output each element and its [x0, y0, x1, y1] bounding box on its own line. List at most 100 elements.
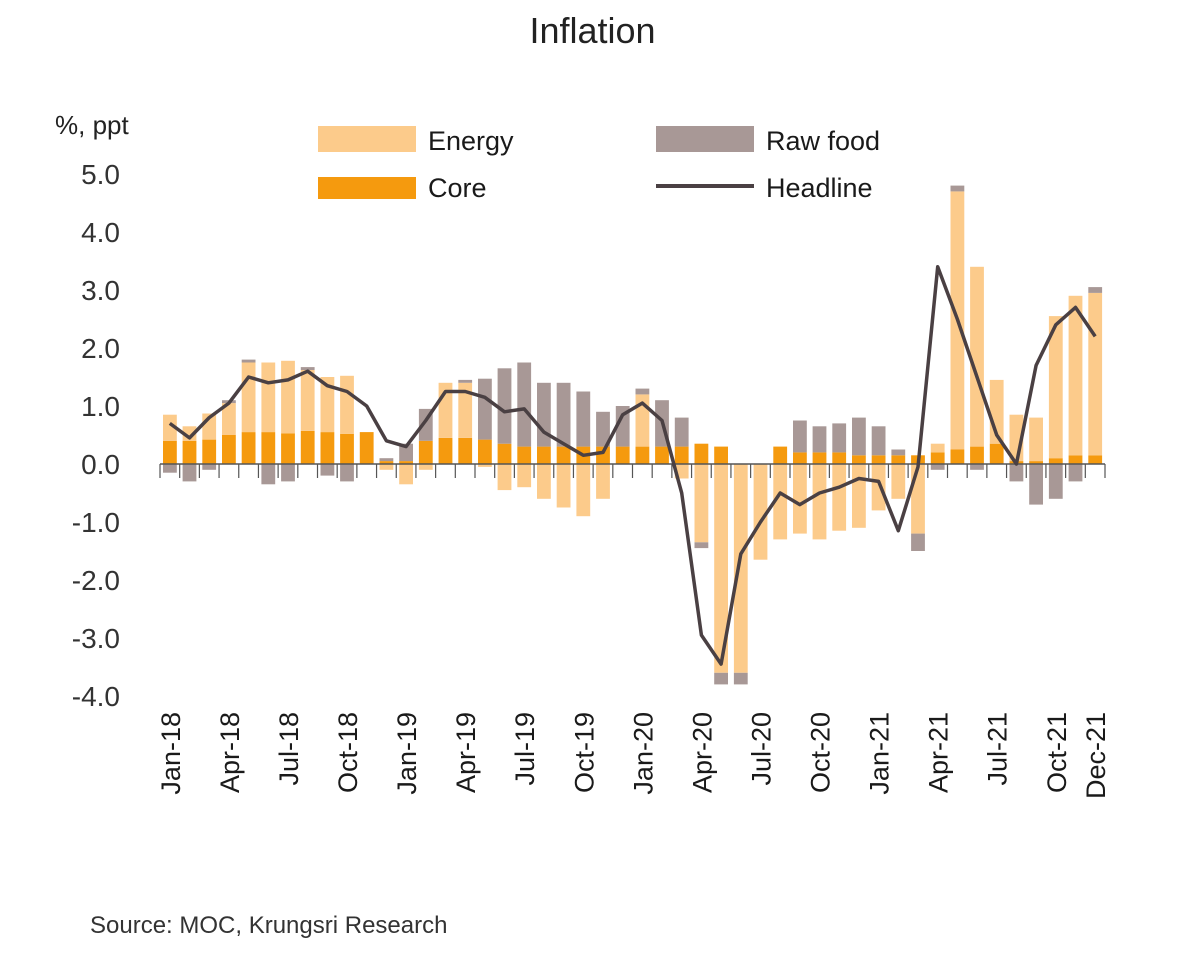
y-tick-label: 2.0 [81, 333, 120, 364]
legend-label-raw-food: Raw food [766, 126, 880, 156]
x-tick-label: Jul-21 [983, 712, 1013, 786]
y-tick-label: 4.0 [81, 217, 120, 248]
x-tick-label: Jan-21 [865, 712, 895, 795]
bar-core-may-20 [714, 446, 728, 464]
bar-core-nov-19 [596, 446, 610, 464]
bar-core-dec-19 [615, 446, 630, 464]
bar-raw-food-sep-21 [1029, 464, 1043, 505]
bar-energy-jan-21 [871, 464, 886, 511]
bar-energy-feb-21 [891, 464, 906, 499]
bar-energy-sep-19 [556, 464, 571, 508]
bar-raw-food-jan-18 [163, 464, 177, 473]
bar-core-jun-19 [497, 443, 512, 464]
legend-label-core: Core [428, 173, 487, 203]
bar-core-jul-21 [989, 443, 1004, 464]
headline-layer [168, 265, 1097, 666]
bar-energy-apr-21 [930, 443, 945, 453]
x-axis-labels: Jan-18 Apr-18 Jul-18 Oct-18 Jan-19 Apr-19 Jul-… [156, 712, 1111, 799]
bar-core-sep-19 [556, 446, 571, 464]
bar-energy-may-18 [241, 362, 256, 433]
bar-core-mar-20 [674, 446, 689, 464]
bar-energy-apr-18 [222, 403, 236, 435]
bar-raw-food-apr-19 [458, 379, 473, 383]
bar-raw-food-aug-21 [1009, 464, 1024, 482]
x-tick-label: Jan-19 [392, 712, 422, 795]
bar-energy-sep-21 [1029, 417, 1043, 462]
bar-energy-may-19 [478, 464, 492, 467]
bar-energy-nov-20 [832, 464, 847, 531]
bar-core-jan-18 [163, 440, 177, 464]
bar-core-oct-20 [812, 452, 827, 464]
x-tick-label: Oct-21 [1042, 712, 1072, 793]
bar-core-feb-18 [182, 440, 197, 464]
bar-core-jan-21 [871, 455, 886, 464]
bar-energy-may-20 [714, 464, 728, 673]
bar-core-apr-18 [222, 435, 236, 464]
bar-raw-food-jul-19 [517, 362, 532, 447]
bar-energy-jun-18 [261, 362, 276, 433]
y-tick-label: -2.0 [72, 565, 120, 596]
y-tick-label: 3.0 [81, 275, 120, 306]
bar-core-jan-20 [635, 446, 650, 464]
bar-raw-food-aug-19 [537, 382, 551, 447]
bar-core-jul-19 [517, 446, 532, 464]
bar-energy-jul-19 [517, 464, 532, 488]
bar-energy-aug-18 [300, 370, 315, 431]
bar-core-jun-21 [970, 446, 984, 464]
bar-raw-food-jan-19 [399, 443, 413, 462]
bar-energy-oct-18 [340, 375, 354, 434]
bar-layer [163, 185, 1103, 685]
bar-energy-apr-20 [694, 464, 709, 543]
bar-core-dec-20 [852, 455, 866, 464]
bar-core-mar-18 [202, 439, 217, 464]
y-tick-label: -3.0 [72, 623, 120, 654]
bar-core-feb-19 [418, 440, 433, 464]
bar-energy-dec-18 [379, 464, 394, 470]
x-tick-label: Apr-21 [924, 712, 954, 793]
x-tick-label: Jul-19 [510, 712, 540, 786]
bar-energy-nov-21 [1068, 295, 1083, 456]
bar-energy-oct-21 [1048, 316, 1063, 459]
bar-raw-food-jan-21 [871, 426, 886, 456]
bar-core-oct-21 [1048, 458, 1063, 464]
bar-raw-food-sep-18 [320, 464, 335, 476]
y-axis-unit-label: %, ppt [55, 110, 129, 140]
x-axis [159, 463, 1106, 478]
bar-raw-food-jun-21 [970, 464, 984, 470]
bar-energy-dec-21 [1088, 292, 1103, 456]
source-note: Source: MOC, Krungsri Research [90, 912, 448, 939]
y-tick-label: -1.0 [72, 507, 120, 538]
bar-core-sep-18 [320, 432, 335, 464]
bar-core-dec-21 [1088, 455, 1103, 464]
x-tick-label: Oct-19 [569, 712, 599, 793]
bar-raw-food-dec-20 [852, 417, 866, 456]
bar-raw-food-may-19 [478, 378, 492, 440]
legend-swatch-raw-food [656, 126, 754, 152]
bar-raw-food-jan-20 [635, 388, 650, 395]
bar-core-oct-18 [340, 433, 354, 464]
bar-energy-nov-19 [596, 464, 610, 499]
bar-raw-food-dec-21 [1088, 287, 1103, 293]
x-tick-label: Jul-18 [274, 712, 304, 786]
y-tick-label: -4.0 [72, 681, 120, 712]
bar-core-nov-18 [359, 432, 374, 464]
bar-raw-food-sep-20 [793, 420, 807, 453]
x-tick-label: Jan-18 [156, 712, 186, 795]
bar-raw-food-nov-21 [1068, 464, 1083, 482]
bar-core-feb-20 [655, 446, 669, 464]
bar-core-sep-20 [793, 452, 807, 464]
bar-core-apr-20 [694, 443, 709, 464]
bar-raw-food-oct-20 [812, 426, 827, 453]
bar-energy-jan-19 [399, 464, 413, 485]
bar-energy-aug-20 [773, 464, 788, 540]
bar-raw-food-mar-20 [674, 417, 689, 447]
bar-raw-food-mar-21 [911, 533, 925, 551]
y-tick-label: 5.0 [81, 159, 120, 190]
headline-series-line [168, 265, 1097, 666]
bar-raw-food-aug-18 [300, 367, 315, 370]
bar-core-aug-19 [537, 446, 551, 464]
bar-core-jul-18 [281, 433, 295, 464]
bar-core-jan-19 [399, 461, 413, 464]
bar-raw-food-jul-18 [281, 464, 295, 482]
bar-raw-food-jun-19 [497, 368, 512, 444]
